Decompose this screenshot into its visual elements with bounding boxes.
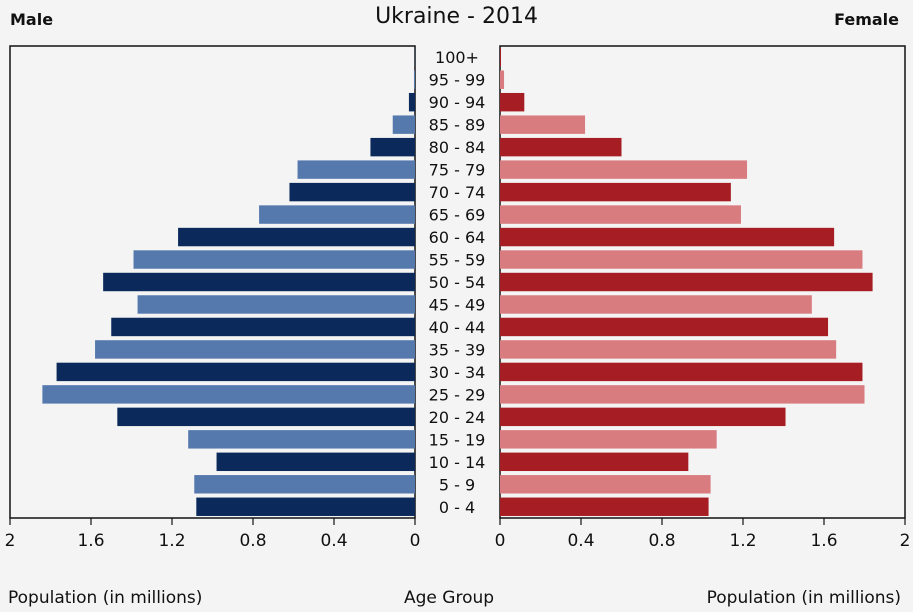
age-group-label: 45 - 49: [429, 295, 486, 314]
age-group-label: 60 - 64: [429, 228, 486, 247]
age-group-label: 10 - 14: [429, 453, 486, 472]
female-bar: [500, 137, 622, 157]
male-x-tick-label: 1.6: [77, 531, 104, 551]
female-bar: [500, 182, 731, 202]
male-bar: [392, 115, 415, 134]
male-bar: [103, 272, 416, 292]
age-group-label: 70 - 74: [429, 183, 486, 202]
female-bar: [500, 407, 786, 427]
male-bar: [194, 475, 415, 494]
female-bar: [500, 362, 863, 382]
age-group-label: 75 - 79: [429, 161, 486, 180]
female-bar: [500, 92, 525, 112]
male-x-tick-label: 0.4: [320, 531, 347, 551]
age-group-label: 85 - 89: [429, 116, 486, 135]
female-bar: [500, 115, 586, 134]
age-group-axis-label: Age Group: [404, 588, 495, 608]
male-bar: [111, 317, 415, 337]
age-group-label: 55 - 59: [429, 251, 486, 270]
male-bar: [297, 160, 415, 179]
female-x-tick-label: 0.8: [648, 531, 675, 551]
male-bar: [42, 385, 416, 404]
female-bar: [500, 205, 741, 224]
age-group-label: 5 - 9: [439, 475, 475, 494]
female-bar: [500, 430, 717, 449]
male-label: Male: [10, 10, 54, 29]
age-group-label: 0 - 4: [439, 498, 475, 517]
age-group-label: 35 - 39: [429, 340, 486, 359]
female-bar: [500, 70, 505, 89]
age-group-label: 40 - 44: [429, 318, 486, 337]
male-x-tick-label: 0.8: [239, 531, 266, 551]
male-bar: [370, 137, 415, 157]
female-bar: [500, 227, 835, 247]
female-label: Female: [834, 10, 899, 29]
female-x-tick-label: 1.6: [810, 531, 837, 551]
female-bar: [500, 385, 865, 404]
age-group-label: 100+: [435, 48, 479, 67]
male-bar: [259, 205, 415, 224]
male-bar: [117, 407, 415, 427]
female-x-tick-label: 2: [900, 531, 911, 551]
female-bar: [500, 48, 502, 67]
age-group-label: 90 - 94: [429, 93, 486, 112]
female-x-tick-label: 1.2: [729, 531, 756, 551]
x-axis-label-male: Population (in millions): [8, 588, 203, 608]
male-bar: [408, 92, 415, 112]
male-bar: [95, 340, 416, 359]
male-x-tick-label: 0: [410, 531, 421, 551]
age-group-label: 20 - 24: [429, 408, 486, 427]
x-axis-label-female: Population (in millions): [706, 588, 901, 608]
female-x-tick-label: 0: [495, 531, 506, 551]
male-bar: [216, 452, 415, 472]
male-bar: [289, 182, 415, 202]
male-bar: [196, 497, 415, 516]
female-bar: [500, 250, 863, 269]
age-group-label: 80 - 84: [429, 138, 486, 157]
age-group-label: 25 - 29: [429, 385, 486, 404]
female-bar: [500, 497, 709, 516]
age-group-label: 95 - 99: [429, 71, 486, 90]
male-x-tick-label: 2: [5, 531, 16, 551]
age-group-label: 15 - 19: [429, 430, 486, 449]
female-bar: [500, 452, 689, 472]
female-bar: [500, 295, 812, 314]
chart-title: Ukraine - 2014: [375, 4, 538, 29]
female-bar: [500, 340, 837, 359]
male-bar: [188, 430, 415, 449]
male-bar: [413, 70, 415, 89]
female-bar: [500, 160, 748, 179]
male-bar: [56, 362, 415, 382]
male-bar: [178, 227, 415, 247]
female-x-tick-label: 0.4: [567, 531, 594, 551]
female-bar: [500, 272, 873, 292]
male-bar: [133, 250, 415, 269]
female-bar: [500, 475, 711, 494]
age-group-label: 65 - 69: [429, 206, 486, 225]
female-bar: [500, 317, 829, 337]
male-bar: [137, 295, 415, 314]
male-x-tick-label: 1.2: [158, 531, 185, 551]
age-group-label: 30 - 34: [429, 363, 486, 382]
age-group-label: 50 - 54: [429, 273, 486, 292]
